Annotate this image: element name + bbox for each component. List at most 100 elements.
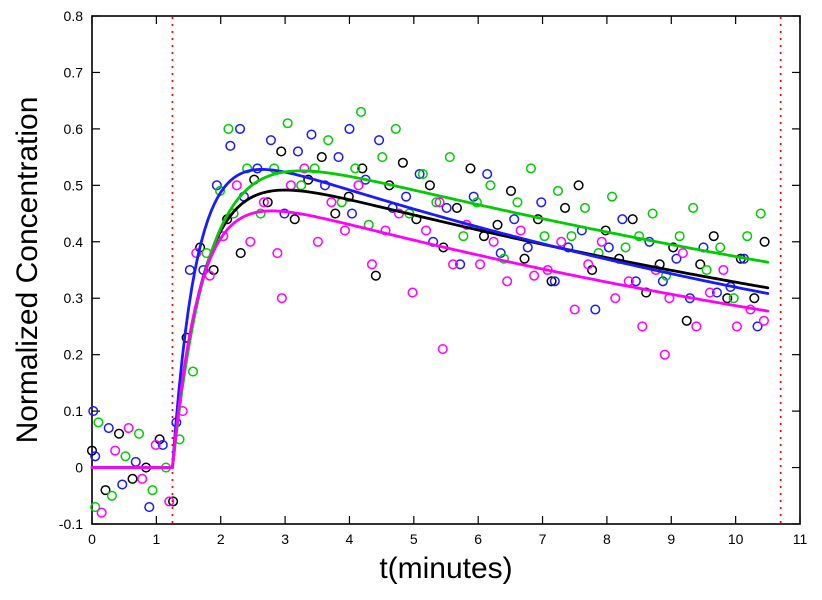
scatter-point-blue xyxy=(88,406,99,417)
scatter-point-magenta xyxy=(637,321,648,332)
x-tick-label: 11 xyxy=(793,531,808,547)
scatter-point-blue xyxy=(482,168,493,180)
scatter-point-blue xyxy=(184,264,195,276)
scatter-point-magenta xyxy=(556,236,567,247)
scatter-point-black xyxy=(708,231,719,242)
scatter-point-magenta xyxy=(488,236,499,247)
scatter-point-magenta xyxy=(610,293,621,304)
scatter-point-blue xyxy=(225,140,236,151)
fit-curve-magenta xyxy=(90,209,770,469)
scatter-point-green xyxy=(742,231,753,242)
scatter-point-blue xyxy=(292,146,304,157)
y-tick-label: 0.7 xyxy=(64,64,84,80)
scatter-point-magenta xyxy=(353,180,364,191)
scatter-point-green xyxy=(566,231,577,242)
scatter-point-black xyxy=(465,163,476,174)
scatter-point-green xyxy=(715,242,726,253)
scatter-point-blue xyxy=(265,135,276,146)
scatter-point-blue xyxy=(603,242,614,253)
scatter-point-green xyxy=(512,197,523,208)
scatter-point-blue xyxy=(279,208,290,219)
scatter-point-green xyxy=(674,231,685,242)
y-tick-label: 0.1 xyxy=(64,403,84,419)
x-axis-title: t(minutes) xyxy=(379,552,513,585)
scatter-point-blue xyxy=(657,276,668,287)
scatter-point-black xyxy=(113,428,125,439)
scatter-point-blue xyxy=(522,242,533,253)
scatter-point-blue xyxy=(234,123,246,134)
scatter-point-green xyxy=(755,208,766,219)
scatter-point-blue xyxy=(509,214,520,225)
scatter-point-blue xyxy=(752,321,763,332)
scatter-point-magenta xyxy=(583,259,594,270)
scatter-point-magenta xyxy=(659,349,670,360)
scatter-point-black xyxy=(573,180,584,191)
y-axis-title: Normalized Concentration xyxy=(11,96,44,444)
scatter-point-green xyxy=(93,417,104,428)
scatter-point-blue xyxy=(117,479,128,490)
scatter-point-green xyxy=(133,428,145,439)
y-tick-label: 0.5 xyxy=(64,177,84,193)
x-tick-label: 4 xyxy=(346,531,354,547)
scatter-point-blue xyxy=(144,502,155,513)
scatter-point-green xyxy=(647,208,658,219)
scatter-point-black xyxy=(397,157,408,168)
scatter-point-green xyxy=(90,502,101,513)
scatter-point-blue xyxy=(374,135,385,146)
scatter-point-blue xyxy=(630,276,641,287)
x-tick-label: 6 xyxy=(474,531,482,547)
scatter-point-magenta xyxy=(515,225,526,236)
scatter-point-blue xyxy=(333,152,344,163)
x-tick-label: 1 xyxy=(152,531,160,547)
scatter-point-black xyxy=(627,214,638,225)
scatter-point-blue xyxy=(590,304,601,315)
scatter-point-magenta xyxy=(475,259,486,270)
scatter-point-magenta xyxy=(137,473,148,484)
scatter-point-magenta xyxy=(164,496,175,507)
scatter-point-green xyxy=(296,180,307,191)
scatter-point-magenta xyxy=(231,180,242,191)
scatter-point-magenta xyxy=(569,304,580,315)
scatter-point-black xyxy=(695,259,706,270)
scatter-point-green xyxy=(282,118,293,129)
scatter-point-black xyxy=(357,163,368,174)
scatter-point-magenta xyxy=(434,197,445,208)
x-tick-label: 2 xyxy=(217,531,225,547)
scatter-point-green xyxy=(431,197,442,208)
scatter-point-green xyxy=(458,231,469,242)
x-tick-label: 0 xyxy=(88,531,96,547)
scatter-point-black xyxy=(276,146,287,157)
scatter-point-green xyxy=(485,180,496,191)
y-tick-label: 0.4 xyxy=(64,234,84,250)
scatter-point-blue xyxy=(157,439,168,451)
y-tick-label: 0.8 xyxy=(64,8,84,24)
x-tick-label: 7 xyxy=(539,531,547,547)
y-tick-label: 0.3 xyxy=(64,290,84,306)
scatter-point-magenta xyxy=(272,248,283,259)
scatter-point-magenta xyxy=(123,422,134,434)
scatter-point-black xyxy=(370,270,381,281)
scatter-point-magenta xyxy=(731,321,742,332)
scatter-point-blue xyxy=(455,259,466,270)
x-tick-label: 3 xyxy=(281,531,289,547)
scatter-point-blue xyxy=(211,180,222,191)
scatter-point-green xyxy=(350,163,361,174)
scatter-point-magenta xyxy=(704,287,715,298)
scatter-point-magenta xyxy=(299,163,310,174)
scatter-point-magenta xyxy=(758,315,770,326)
scatter-point-magenta xyxy=(96,507,107,518)
scatter-point-green xyxy=(701,264,712,276)
scatter-point-green xyxy=(525,163,537,174)
scatter-point-blue xyxy=(441,202,452,213)
scatter-point-magenta xyxy=(691,321,702,332)
scatter-point-blue xyxy=(495,248,506,259)
scatter-point-black xyxy=(505,185,517,197)
scatter-point-blue xyxy=(671,253,682,264)
scatter-point-green xyxy=(552,185,564,197)
scatter-point-magenta xyxy=(448,259,459,270)
scatter-point-green xyxy=(688,202,699,213)
scatter-point-magenta xyxy=(596,236,607,247)
scatter-point-black xyxy=(546,276,557,287)
scatter-point-black xyxy=(289,214,300,225)
